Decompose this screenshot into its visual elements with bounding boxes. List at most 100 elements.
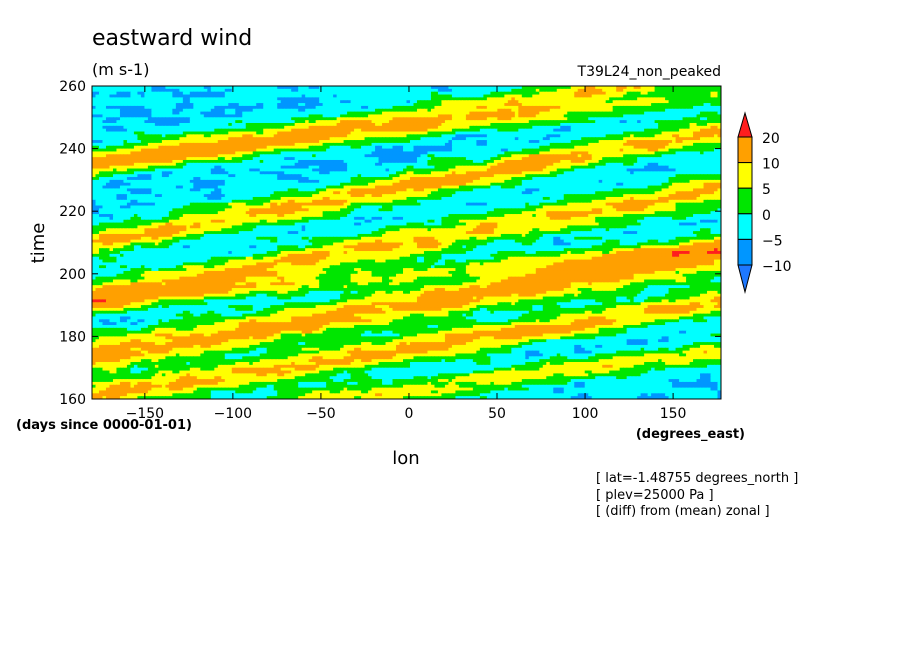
heatmap-cell (270, 97, 275, 101)
heatmap-cell (116, 97, 121, 101)
heatmap-cell (707, 120, 712, 124)
heatmap-cell (406, 103, 411, 107)
heatmap-cell (703, 88, 708, 93)
heatmap-cell (549, 100, 554, 104)
heatmap-cell (389, 117, 394, 121)
heatmap-cell (217, 100, 222, 104)
heatmap-cell (423, 114, 429, 118)
heatmap-cell (396, 86, 401, 90)
heatmap-cell (154, 86, 159, 90)
heatmap-cell (217, 120, 222, 124)
heatmap-cell (284, 100, 289, 104)
heatmap-cell (133, 108, 139, 113)
heatmap-cell (472, 117, 477, 121)
heatmap-cell (375, 91, 380, 96)
heatmap-cell (665, 117, 670, 121)
heatmap-cell (413, 86, 418, 90)
heatmap-cell (333, 86, 338, 90)
heatmap-cell (210, 91, 215, 96)
heatmap-cell (158, 86, 163, 90)
heatmap-cell (378, 86, 383, 90)
heatmap-cell (354, 120, 359, 124)
heatmap-cell (140, 103, 146, 107)
heatmap-cell (500, 88, 505, 93)
heatmap-cell (500, 117, 505, 121)
heatmap-cell (161, 94, 166, 98)
heatmap-cell (158, 94, 163, 98)
heatmap-cell (130, 100, 135, 104)
heatmap-cell (172, 105, 177, 110)
heatmap-cell (514, 111, 519, 116)
heatmap-cell (710, 91, 715, 96)
heatmap-cell (686, 114, 691, 118)
heatmap-cell (151, 100, 156, 104)
heatmap-cell (217, 91, 222, 96)
heatmap-cell (221, 86, 226, 90)
heatmap-cell (717, 94, 721, 98)
heatmap-cell (182, 108, 187, 113)
heatmap-cell (263, 103, 268, 107)
heatmap-cell (242, 86, 247, 90)
heatmap-cell (465, 88, 470, 93)
heatmap-cell (693, 114, 698, 118)
heatmap-cell (315, 108, 320, 113)
heatmap-cell (326, 97, 331, 101)
heatmap-cell (364, 114, 369, 118)
heatmap-cell (539, 97, 544, 101)
heatmap-cell (389, 100, 394, 104)
heatmap-cell (616, 117, 621, 121)
heatmap-cell (406, 111, 411, 116)
heatmap-cell (175, 94, 180, 98)
heatmap-cell (490, 94, 495, 98)
heatmap-cell (710, 111, 715, 116)
heatmap-cell (598, 117, 603, 121)
heatmap-cell (654, 88, 659, 93)
heatmap-cell (696, 103, 701, 107)
heatmap-cell (665, 120, 670, 124)
heatmap-cell (423, 91, 429, 96)
heatmap-cell (441, 88, 446, 93)
heatmap-cell (703, 103, 708, 107)
heatmap-cell (434, 100, 439, 104)
heatmap-cell (658, 86, 663, 90)
heatmap-cell (497, 94, 502, 98)
heatmap-cell (357, 120, 362, 124)
heatmap-cell (193, 114, 198, 118)
heatmap-cell (553, 86, 558, 90)
heatmap-cell (406, 97, 411, 101)
heatmap-cell (518, 91, 523, 96)
heatmap-cell (686, 117, 691, 121)
heatmap-cell (98, 120, 104, 124)
heatmap-cell (238, 105, 243, 110)
heatmap-cell (574, 114, 579, 118)
heatmap-cell (158, 103, 163, 107)
heatmap-cell (574, 94, 579, 98)
heatmap-cell (707, 117, 712, 121)
heatmap-cell (710, 114, 715, 118)
heatmap-cell (137, 86, 142, 90)
heatmap-cell (200, 97, 205, 101)
heatmap-cell (116, 91, 121, 96)
heatmap-cell (158, 105, 163, 110)
heatmap-cell (326, 100, 331, 104)
heatmap-cell (312, 103, 317, 107)
heatmap-cell (238, 117, 243, 121)
heatmap-cell (654, 105, 659, 110)
heatmap-cell (696, 114, 701, 118)
heatmap-cell (112, 111, 118, 116)
heatmap-cell (605, 114, 610, 118)
heatmap-cell (406, 108, 411, 113)
heatmap-cell (455, 108, 460, 113)
heatmap-cell (357, 114, 362, 118)
heatmap-cell (574, 105, 579, 110)
heatmap-cell (444, 94, 450, 98)
heatmap-cell (119, 108, 125, 113)
heatmap-cell (511, 114, 516, 118)
heatmap-cell (514, 120, 519, 124)
heatmap-cell (270, 120, 275, 124)
heatmap-cell (375, 117, 380, 121)
heatmap-cell (179, 108, 184, 113)
heatmap-cell (528, 86, 533, 90)
heatmap-cell (710, 117, 715, 121)
heatmap-cell (357, 97, 362, 101)
